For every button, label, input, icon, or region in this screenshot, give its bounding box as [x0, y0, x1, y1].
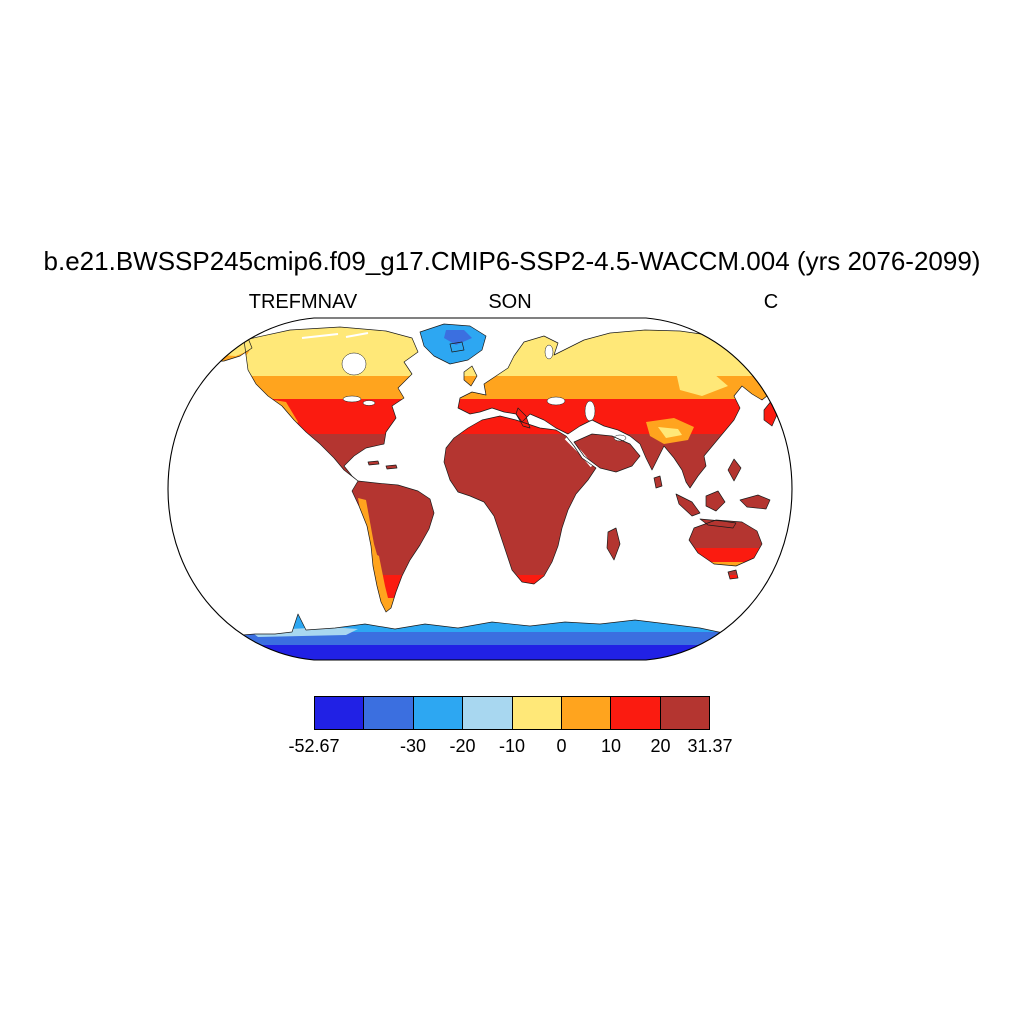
- tibet-yellow-patch: [658, 427, 682, 438]
- antarctica-interior-band: [200, 645, 760, 660]
- colorbar-tick-label: -20: [449, 736, 476, 756]
- colorbar-tick-label: -10: [498, 736, 526, 756]
- colorbar-segment: [314, 696, 365, 730]
- antarctica-pale-patch: [250, 627, 358, 637]
- colorbar-segment: [412, 696, 464, 730]
- australia-red-band: [689, 548, 762, 562]
- australia-shading: [689, 548, 762, 566]
- great-lakes-west: [342, 395, 362, 403]
- colorbar-segment: [363, 696, 414, 730]
- colorbar-tick-label: 10: [600, 736, 622, 756]
- red-sea: [564, 436, 594, 468]
- greenland: [420, 324, 486, 364]
- colorbar-segment: [511, 696, 562, 730]
- units-label: C: [763, 291, 779, 313]
- andes-north-patch: [358, 498, 378, 558]
- colorbar: -52.67 -30 -20 -10 0 10 20 31.37: [288, 696, 733, 756]
- baltic-sea: [544, 344, 554, 360]
- mongolia-patch: [676, 372, 728, 396]
- colorbar-tick-label: -52.67: [288, 736, 340, 756]
- antarctica-mid-band: [200, 632, 760, 645]
- persian-gulf: [613, 434, 627, 442]
- colorbar-tick-label: 31.37: [687, 736, 733, 756]
- greenland-cold-patch: [444, 330, 472, 345]
- australia-orange-fringe: [689, 562, 762, 566]
- colorbar-ticks: -52.67 -30 -20 -10 0 10 20 31.37: [288, 730, 732, 756]
- arctic-channel-east: [345, 332, 369, 338]
- colorbar-tick-label: 0: [556, 736, 567, 756]
- new-zealand-north: [779, 573, 789, 587]
- new-zealand: [779, 573, 792, 601]
- andes-south-patch: [372, 552, 390, 612]
- arctic-channel-west: [301, 333, 339, 339]
- colorbar-swatches: [314, 696, 710, 730]
- black-sea: [546, 396, 566, 406]
- colorbar-segment: [659, 696, 710, 730]
- great-lakes-east: [362, 400, 376, 406]
- hudson-bay: [341, 352, 367, 376]
- colorbar-tick-label: -30: [399, 736, 427, 756]
- colorbar-segment: [462, 696, 513, 730]
- temp-band-boreal: [196, 376, 786, 399]
- new-zealand-south: [783, 587, 792, 601]
- ne-siberia-cold-patch: [748, 345, 776, 361]
- variable-label: TREFMNAV: [248, 291, 358, 313]
- season-label: SON: [488, 291, 532, 313]
- colorbar-segment: [610, 696, 661, 730]
- colorbar-segment: [560, 696, 612, 730]
- caspian-sea: [584, 400, 596, 422]
- plot-title: b.e21.BWSSP245cmip6.f09_g17.CMIP6-SSP2-4…: [43, 246, 981, 276]
- colorbar-tick-label: 20: [650, 736, 671, 756]
